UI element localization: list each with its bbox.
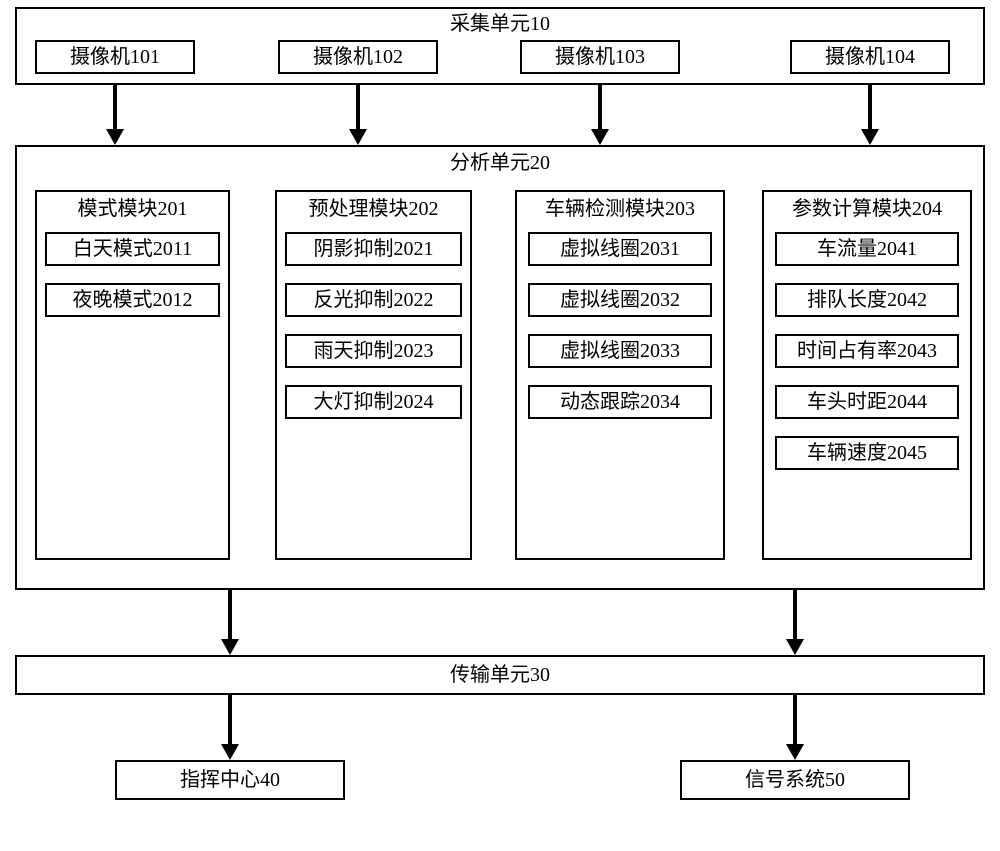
unit-50: 信号系统50	[680, 760, 910, 800]
label: 车流量2041	[817, 236, 917, 262]
arrow-line	[793, 695, 797, 746]
arrow-line	[793, 590, 797, 641]
arrow-head	[786, 744, 804, 760]
arrow-head	[786, 639, 804, 655]
label: 参数计算模块204	[764, 192, 970, 222]
label: 大灯抑制2024	[314, 389, 434, 415]
module-1-item-1: 白天模式2011	[45, 232, 220, 266]
arrow-head	[349, 129, 367, 145]
label: 信号系统50	[745, 767, 845, 793]
label: 白天模式2011	[73, 236, 192, 262]
label: 虚拟线圈2031	[560, 236, 680, 262]
camera-1: 摄像机101	[35, 40, 195, 74]
label: 排队长度2042	[807, 287, 927, 313]
arrow-line	[228, 590, 232, 641]
label: 虚拟线圈2033	[560, 338, 680, 364]
module-3-item-4: 动态跟踪2034	[528, 385, 712, 419]
label: 指挥中心40	[180, 767, 280, 793]
arrow-line	[598, 85, 602, 131]
label: 传输单元30	[450, 662, 550, 688]
label: 反光抑制2022	[314, 287, 434, 313]
label: 摄像机104	[825, 44, 915, 70]
label: 夜晚模式2012	[73, 287, 193, 313]
arrow-head	[106, 129, 124, 145]
arrow-head	[221, 639, 239, 655]
arrow-line	[868, 85, 872, 131]
module-2-item-3: 雨天抑制2023	[285, 334, 462, 368]
module-3-item-2: 虚拟线圈2032	[528, 283, 712, 317]
arrow-line	[356, 85, 360, 131]
label: 车辆速度2045	[807, 440, 927, 466]
module-4-item-4: 车头时距2044	[775, 385, 959, 419]
label: 雨天抑制2023	[314, 338, 434, 364]
label: 车辆检测模块203	[517, 192, 723, 222]
module-4-item-1: 车流量2041	[775, 232, 959, 266]
arrow-head	[861, 129, 879, 145]
camera-3: 摄像机103	[520, 40, 680, 74]
module-3-item-1: 虚拟线圈2031	[528, 232, 712, 266]
module-2-item-1: 阴影抑制2021	[285, 232, 462, 266]
unit-40: 指挥中心40	[115, 760, 345, 800]
module-4-item-5: 车辆速度2045	[775, 436, 959, 470]
label: 模式模块201	[37, 192, 228, 222]
module-4-item-3: 时间占有率2043	[775, 334, 959, 368]
arrow-line	[228, 695, 232, 746]
arrow-line	[113, 85, 117, 131]
module-1-item-2: 夜晚模式2012	[45, 283, 220, 317]
label: 阴影抑制2021	[314, 236, 434, 262]
diagram-canvas: 采集单元10 摄像机101 摄像机102 摄像机103 摄像机104 分析单元20 模式模块…	[0, 0, 1000, 851]
label: 预处理模块202	[277, 192, 470, 222]
label: 分析单元20	[17, 147, 983, 176]
module-3-item-3: 虚拟线圈2033	[528, 334, 712, 368]
module-2-item-2: 反光抑制2022	[285, 283, 462, 317]
module-4-item-2: 排队长度2042	[775, 283, 959, 317]
label: 动态跟踪2034	[560, 389, 680, 415]
label: 采集单元10	[17, 9, 983, 37]
arrow-head	[221, 744, 239, 760]
arrow-head	[591, 129, 609, 145]
label: 摄像机103	[555, 44, 645, 70]
module-2-item-4: 大灯抑制2024	[285, 385, 462, 419]
label: 摄像机102	[313, 44, 403, 70]
camera-2: 摄像机102	[278, 40, 438, 74]
label: 摄像机101	[70, 44, 160, 70]
unit-30: 传输单元30	[15, 655, 985, 695]
label: 时间占有率2043	[797, 338, 937, 364]
label: 虚拟线圈2032	[560, 287, 680, 313]
label: 车头时距2044	[807, 389, 927, 415]
camera-4: 摄像机104	[790, 40, 950, 74]
